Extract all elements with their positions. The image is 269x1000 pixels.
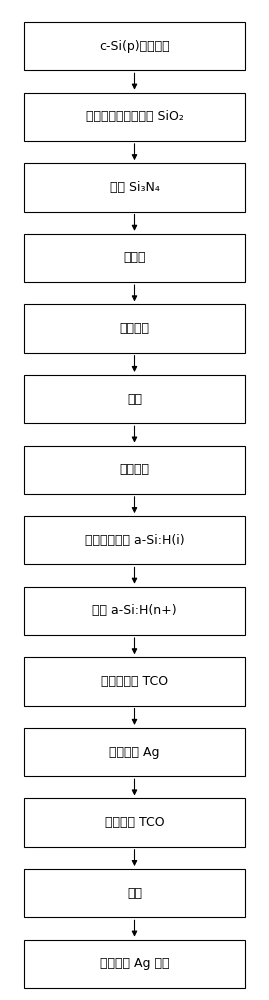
Text: 蒸镀铝: 蒸镀铝 bbox=[123, 251, 146, 264]
Text: 退火: 退火 bbox=[127, 887, 142, 900]
Bar bbox=[24, 657, 245, 706]
Text: 沉积 Si₃N₄: 沉积 Si₃N₄ bbox=[109, 181, 160, 194]
Text: 退火: 退火 bbox=[127, 393, 142, 406]
Bar bbox=[24, 798, 245, 847]
Bar bbox=[24, 22, 245, 70]
Text: 硅片翻转: 硅片翻转 bbox=[119, 463, 150, 476]
Bar bbox=[24, 163, 245, 212]
Text: 硅片背面热氧化生成 SiO₂: 硅片背面热氧化生成 SiO₂ bbox=[86, 110, 183, 123]
Text: 沉积 a-Si:H(n+): 沉积 a-Si:H(n+) bbox=[92, 604, 177, 617]
Text: 激光开孔: 激光开孔 bbox=[119, 322, 150, 335]
Bar bbox=[24, 375, 245, 423]
Text: 硅片正面沉积 a-Si:H(i): 硅片正面沉积 a-Si:H(i) bbox=[85, 534, 184, 547]
Text: 低损伤溅射 TCO: 低损伤溅射 TCO bbox=[101, 675, 168, 688]
Bar bbox=[24, 516, 245, 564]
Bar bbox=[24, 234, 245, 282]
Bar bbox=[24, 940, 245, 988]
Bar bbox=[24, 728, 245, 776]
Text: 丝网印刷 Ag 电极: 丝网印刷 Ag 电极 bbox=[100, 957, 169, 970]
Bar bbox=[24, 446, 245, 494]
Text: c-Si(p)清洗制绒: c-Si(p)清洗制绒 bbox=[99, 40, 170, 53]
Bar bbox=[24, 304, 245, 353]
Text: 磁控溅射 Ag: 磁控溅射 Ag bbox=[109, 746, 160, 759]
Bar bbox=[24, 587, 245, 635]
Bar bbox=[24, 93, 245, 141]
Text: 磁控溅射 TCO: 磁控溅射 TCO bbox=[105, 816, 164, 829]
Bar bbox=[24, 869, 245, 917]
